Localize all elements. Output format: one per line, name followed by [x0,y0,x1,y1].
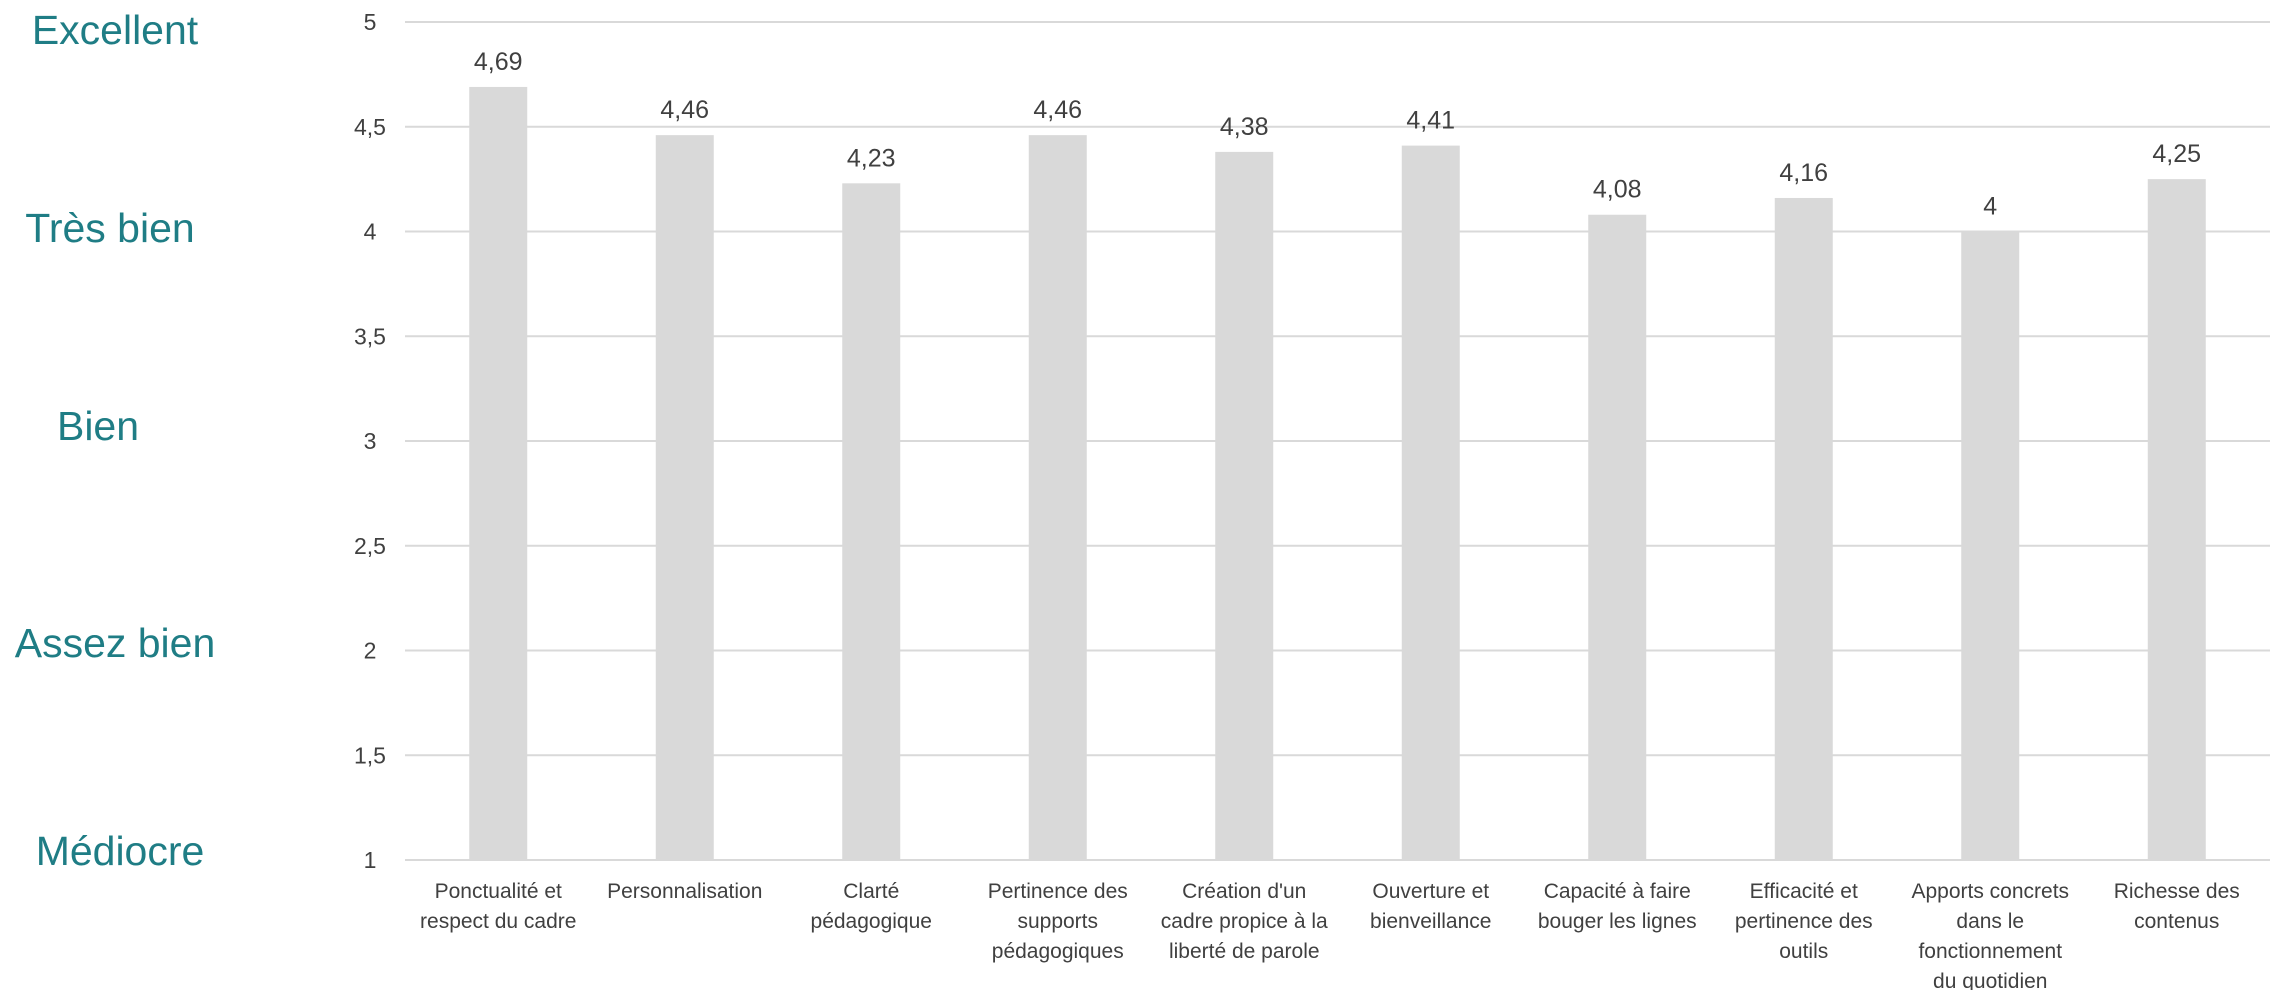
x-tick-label-line: supports [1017,910,1098,933]
rating-scale: Excellent Très bien Bien Assez bien Médi… [15,7,216,874]
x-tick-label: Ouverture et bienveillance [1370,880,1491,933]
x-tick-label-line: bienveillance [1370,910,1491,933]
bar [1961,231,2020,860]
x-tick-label-line: Ponctualité et [435,880,562,903]
y-tick-label: 4 [364,219,377,245]
rating-label-mediocre: Médiocre [36,828,205,874]
x-tick-label-line: respect du cadre [420,910,576,933]
x-tick-label-line: pédagogiques [992,940,1124,963]
rating-label-assez-bien: Assez bien [15,620,216,666]
data-label: 4,46 [660,96,709,124]
x-tick-label-line: Capacité à faire [1544,880,1691,903]
data-label: 4,38 [1220,113,1269,141]
rating-label-bien: Bien [57,403,139,449]
data-label: 4,16 [1779,159,1828,187]
x-tick-label: Ponctualité et respect du cadre [420,880,576,933]
x-tick-label: Pertinence des supports pédagogiques [988,880,1128,963]
data-label: 4,69 [474,48,523,76]
gridlines [405,21,2270,861]
y-tick-label: 3,5 [354,323,386,349]
bar [1774,197,1833,861]
data-label: 4,46 [1033,96,1082,124]
bar [1588,214,1647,861]
x-tick-label: Clarté pédagogique [811,880,932,933]
x-tick-label: Personnalisation [607,880,762,903]
x-tick-label-line: Richesse des [2114,880,2240,903]
x-tick-label-line: dans le [1956,910,2024,933]
y-tick-label: 4,5 [354,114,386,140]
y-tick-label: 1 [364,847,377,873]
x-tick-label-line: contenus [2134,910,2219,933]
bar [655,135,714,860]
data-label: 4 [1983,193,1997,221]
x-tick-label: Apports concrets dans le fonctionnement du … [1911,880,2069,990]
bars [469,86,2206,861]
x-tick-label-line: Clarté [843,880,899,903]
bar [2147,179,2206,860]
x-tick-label: Création d'un cadre propice à la liberté d… [1161,880,1328,963]
bar [842,183,901,860]
bar [1215,151,1274,860]
x-tick-label-line: outils [1779,940,1828,963]
x-tick-label-line: pédagogique [811,910,932,933]
x-tick-label-line: bouger les lignes [1538,910,1697,933]
rating-label-tres-bien: Très bien [25,205,194,251]
x-tick-label-line: fonctionnement [1918,940,2062,963]
x-tick-label: Richesse des contenus [2114,880,2240,933]
data-label: 4,08 [1593,176,1642,204]
data-label: 4,25 [2152,140,2201,168]
bar [1028,135,1087,860]
y-tick-label: 1,5 [354,742,386,768]
y-axis-ticks: 5 4,5 4 3,5 3 2,5 2 1,5 1 [354,9,386,873]
x-tick-label-line: du quotidien [1933,970,2047,990]
x-tick-label-line: Apports concrets [1911,880,2069,903]
x-tick-label-line: Création d'un [1182,880,1306,903]
x-tick-label-line: Ouverture et [1372,880,1489,903]
data-label: 4,23 [847,144,896,172]
bar [469,86,528,860]
x-tick-label: Capacité à faire bouger les lignes [1538,880,1697,933]
y-tick-label: 3 [364,428,377,454]
y-tick-label: 2,5 [354,533,386,559]
rating-label-excellent: Excellent [32,7,199,53]
y-tick-label: 2 [364,638,377,664]
value-labels: 4,69 4,46 4,23 4,46 4,38 4,41 4,08 4,16 4 4,25 [474,48,2201,221]
category-labels: Ponctualité et respect du cadre Personnali… [420,880,2240,990]
x-tick-label-line: cadre propice à la [1161,910,1328,933]
x-tick-label-line: Efficacité et [1750,880,1858,903]
x-tick-label: Efficacité et pertinence des outils [1735,880,1873,963]
x-tick-label-line: liberté de parole [1169,940,1320,963]
x-tick-label-line: Pertinence des [988,880,1128,903]
bar [1401,145,1460,861]
x-tick-label-line: pertinence des [1735,910,1873,933]
y-tick-label: 5 [364,9,377,35]
x-tick-label-line: Personnalisation [607,880,762,903]
data-label: 4,41 [1406,107,1455,135]
